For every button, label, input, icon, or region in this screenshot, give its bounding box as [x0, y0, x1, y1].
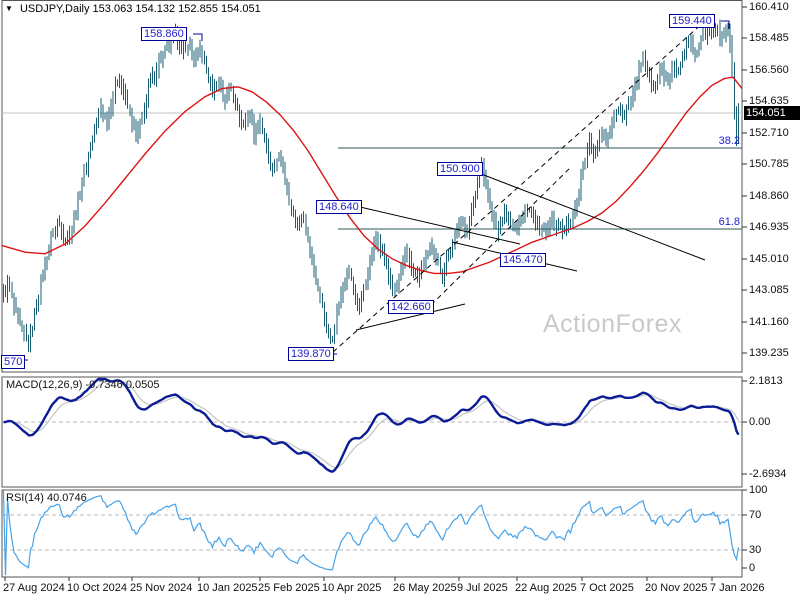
symbol-dropdown-icon[interactable]: ▼ — [5, 4, 13, 13]
time-axis-label: 7 Oct 2025 — [580, 582, 634, 594]
dashed-trendline[interactable] — [430, 165, 573, 306]
rsi-line — [2, 490, 740, 576]
rsi-axis-label: 70 — [749, 509, 762, 521]
fib-level-label: 38.2 — [718, 135, 740, 147]
price-axis-label: 150.785 — [749, 158, 789, 170]
price-axis-label: 158.485 — [749, 32, 789, 44]
current-price-tag: 154.051 — [744, 106, 800, 120]
time-axis-label: 10 Apr 2025 — [322, 582, 382, 594]
price-annotation-label[interactable]: 150.900 — [437, 162, 483, 176]
price-axis-label: 148.860 — [749, 190, 789, 202]
trendline[interactable] — [475, 171, 706, 261]
time-axis-label: 10 Oct 2024 — [67, 582, 127, 594]
price-annotation-label[interactable]: 145.470 — [500, 253, 546, 267]
time-axis-label: 10 Jan 2025 — [197, 582, 258, 594]
trendline[interactable] — [359, 206, 521, 245]
price-axis-label: 139.235 — [749, 347, 789, 359]
time-axis-label: 25 Feb 2025 — [258, 582, 320, 594]
price-axis-label: 154.635 — [749, 95, 789, 107]
panel-border — [1, 376, 743, 488]
watermark: ActionForex — [543, 310, 682, 338]
rsi-axis-label: 30 — [749, 544, 762, 556]
time-axis-label: 7 Jan 2026 — [710, 582, 765, 594]
time-axis-label: 25 Nov 2024 — [130, 582, 193, 594]
label-connector — [721, 20, 730, 29]
label-connector — [193, 33, 203, 41]
panel-border — [1, 0, 743, 373]
price-axis-label: 146.935 — [749, 221, 789, 233]
time-axis-label: 22 Aug 2025 — [515, 582, 577, 594]
price-annotation-label[interactable]: 570 — [1, 355, 26, 369]
time-axis-label: 27 Aug 2024 — [3, 582, 65, 594]
trendline[interactable] — [355, 303, 466, 331]
rsi-indicator-label: RSI(14) 40.0746 — [6, 492, 87, 504]
macd-axis-label: -2.6934 — [749, 468, 787, 480]
price-axis-label: 152.710 — [749, 127, 789, 139]
price-bars — [3, 19, 739, 353]
time-axis-label: 26 May 2025 — [393, 582, 457, 594]
time-axis-label: 9 Jul 2025 — [457, 582, 508, 594]
macd-main-line — [3, 377, 740, 473]
rsi-axis-label: 0 — [749, 562, 756, 574]
time-axis-label: 20 Nov 2025 — [645, 582, 708, 594]
price-axis-label: 141.160 — [749, 316, 789, 328]
chart-title: ▼ USDJPY,Daily 153.063 154.132 152.855 1… — [5, 2, 261, 16]
dashed-trendline[interactable] — [332, 13, 714, 353]
macd-indicator-label: MACD(12,26,9) -0.7346 0.0505 — [6, 379, 160, 391]
symbol-period-label: USDJPY,Daily — [19, 3, 90, 15]
price-axis-label: 143.085 — [749, 284, 789, 296]
fib-level-label: 61.8 — [718, 216, 740, 228]
moving-average-line[interactable] — [1, 76, 743, 275]
price-axis-label: 145.010 — [749, 253, 789, 265]
rsi-axis-label: 100 — [749, 484, 768, 496]
ohlc-values: 153.063 154.132 152.855 154.051 — [92, 3, 261, 15]
price-axis-label: 156.560 — [749, 64, 789, 76]
price-annotation-label[interactable]: 159.440 — [669, 14, 715, 28]
price-annotation-label[interactable]: 148.640 — [316, 200, 362, 214]
panel-border — [1, 489, 743, 578]
macd-axis-label: 2.1813 — [749, 375, 783, 387]
price-annotation-label[interactable]: 142.660 — [388, 300, 434, 314]
macd-signal-line — [3, 380, 740, 469]
price-axis-label: 160.410 — [749, 1, 789, 13]
price-annotation-label[interactable]: 158.860 — [141, 27, 187, 41]
macd-axis-label: 0.00 — [749, 416, 771, 428]
price-annotation-label[interactable]: 139.870 — [288, 347, 334, 361]
